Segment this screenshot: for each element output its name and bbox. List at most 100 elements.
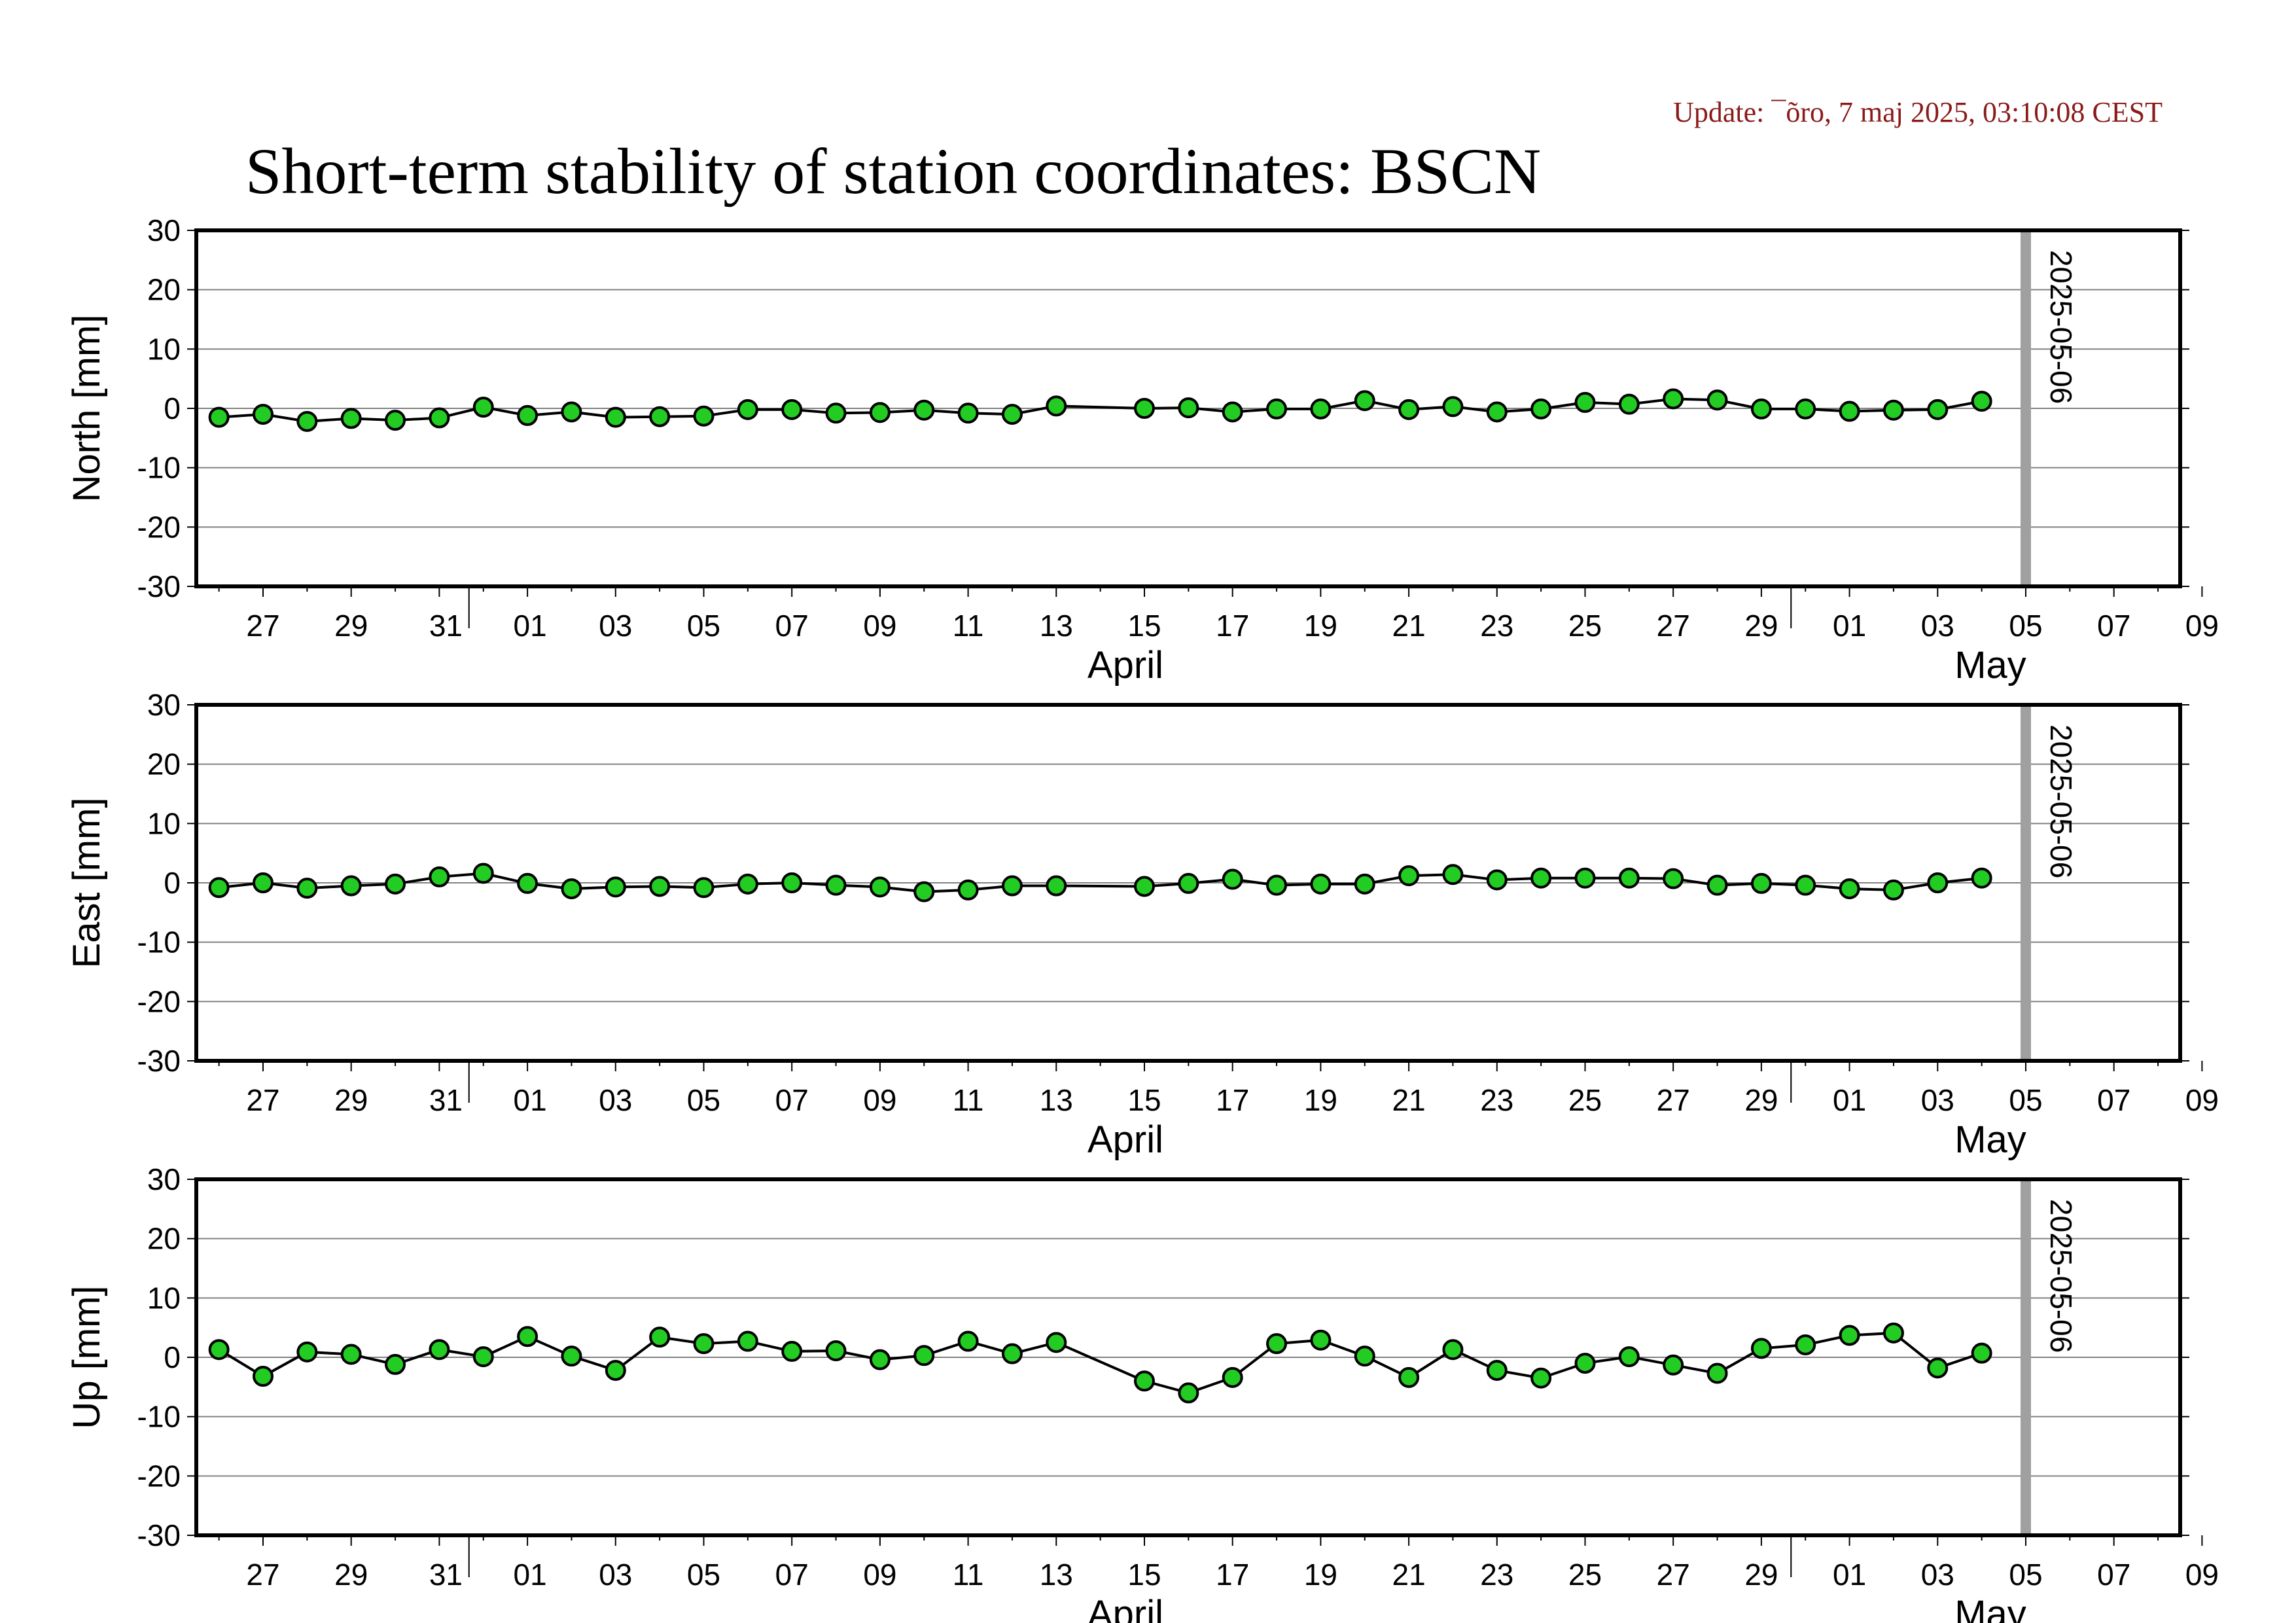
y-tick-label: -30 — [137, 1044, 181, 1078]
data-point — [1663, 1354, 1684, 1376]
data-point — [517, 404, 539, 426]
x-tick-label: 17 — [1216, 1558, 1249, 1592]
data-point — [605, 406, 626, 428]
x-tick-label: 09 — [863, 609, 896, 643]
x-tick-label: 17 — [1216, 1083, 1249, 1117]
update-timestamp: Update: ¯õro, 7 maj 2025, 03:10:08 CEST — [1673, 96, 2163, 128]
data-point — [1574, 867, 1596, 889]
x-tick-label: 29 — [1744, 1083, 1778, 1117]
data-point — [957, 1330, 979, 1352]
x-tick-label: 13 — [1040, 1558, 1073, 1592]
y-tick-label: 0 — [164, 1340, 181, 1374]
y-tick-label: 0 — [164, 866, 181, 900]
x-tick-label: 09 — [863, 1558, 896, 1592]
panel-north: 30 20 10 0 -10 -20 -30 North [mm] 2025-05-06 27 29… — [65, 213, 2219, 687]
x-tick-label: 29 — [334, 1083, 368, 1117]
x-tick-label: 21 — [1392, 609, 1426, 643]
data-point — [1266, 1333, 1288, 1355]
current-date-label: 2025-05-06 — [2044, 724, 2078, 878]
data-point — [253, 1366, 274, 1387]
x-tick-label: 09 — [2185, 1558, 2219, 1592]
data-point — [1222, 401, 1243, 423]
data-point — [913, 1345, 935, 1366]
panel-up: 30 20 10 0 -10 -20 -30 Up [mm] 2025-05-06 27 29 31 0… — [65, 1162, 2219, 1623]
data-point — [1927, 399, 1949, 420]
chart-title: Short-term stability of station coordina… — [245, 135, 1541, 207]
x-tick-label: 19 — [1304, 1083, 1337, 1117]
data-point — [1574, 1353, 1596, 1374]
series-line — [218, 1331, 1983, 1395]
x-tick-label: 23 — [1480, 609, 1513, 643]
x-tick-label: 29 — [1744, 1558, 1778, 1592]
data-point — [825, 402, 847, 424]
data-point — [693, 405, 715, 427]
data-point — [1398, 399, 1420, 420]
data-point — [1398, 1366, 1420, 1388]
x-tick-label: 19 — [1304, 1558, 1337, 1592]
data-point — [472, 863, 494, 884]
y-tick-label: -20 — [137, 510, 181, 544]
y-tick-label: 30 — [147, 213, 181, 247]
y-tick-label: 0 — [164, 391, 181, 425]
x-tick-label: 07 — [775, 1558, 809, 1592]
data-point — [1795, 1334, 1816, 1355]
data-point — [649, 406, 671, 427]
data-point — [1706, 1363, 1728, 1384]
y-tick-label: 20 — [147, 1222, 181, 1256]
month-label-april: April — [1087, 644, 1163, 687]
data-point — [561, 401, 582, 423]
data-point — [1839, 401, 1860, 422]
data-point — [340, 1344, 362, 1365]
data-point — [869, 876, 891, 898]
x-tick-label: 05 — [687, 609, 720, 643]
data-point — [1001, 875, 1023, 897]
x-tick-label: 07 — [2097, 1083, 2130, 1117]
x-tick-label: 25 — [1568, 1558, 1602, 1592]
x-tick-label: 01 — [1833, 609, 1866, 643]
data-point — [1530, 398, 1552, 419]
x-tick-label: 21 — [1392, 1558, 1426, 1592]
data-point — [1971, 1342, 1992, 1364]
data-point — [1706, 874, 1728, 896]
month-label-april: April — [1087, 1118, 1163, 1161]
x-tick-label: 31 — [429, 1558, 463, 1592]
x-tick-label: 05 — [687, 1083, 720, 1117]
y-axis-title: Up [mm] — [65, 1285, 108, 1429]
x-tick-label: 13 — [1040, 609, 1073, 643]
data-point — [1971, 391, 1992, 412]
x-tick-label: 07 — [2097, 609, 2130, 643]
data-point — [385, 1353, 406, 1375]
x-tick-label: 03 — [1921, 1558, 1954, 1592]
y-tick-label: 10 — [147, 806, 181, 840]
x-tick-label: 07 — [775, 609, 809, 643]
x-tick-label: 01 — [514, 1558, 547, 1592]
data-point — [1398, 865, 1420, 887]
y-tick-label: -10 — [137, 1400, 181, 1434]
data-point — [825, 874, 847, 896]
x-tick-label: 21 — [1392, 1083, 1426, 1117]
data-point — [1971, 867, 1992, 889]
plot-frame — [194, 1177, 2182, 1537]
panels: 30 20 10 0 -10 -20 -30 North [mm] 2025-05-06 27 29… — [65, 213, 2219, 1623]
x-tick-label: 01 — [1833, 1083, 1866, 1117]
data-point — [1354, 390, 1375, 412]
data-point — [296, 878, 318, 899]
data-point — [253, 404, 274, 425]
x-tick-label: 07 — [2097, 1558, 2130, 1592]
data-point — [737, 399, 758, 420]
x-tick-label: 29 — [334, 609, 368, 643]
x-tick-label: 31 — [429, 1083, 463, 1117]
y-tick-label: -20 — [137, 984, 181, 1018]
data-point — [429, 866, 450, 887]
data-point — [1222, 868, 1243, 890]
data-point — [1354, 1346, 1375, 1367]
data-point — [737, 1330, 758, 1352]
x-tick-label: 11 — [953, 609, 984, 643]
data-point — [385, 410, 406, 431]
x-tick-label: 29 — [1744, 609, 1778, 643]
data-point — [1310, 398, 1332, 419]
data-point — [1134, 876, 1155, 897]
x-tick-label: 27 — [1657, 609, 1690, 643]
x-tick-label: 25 — [1568, 1083, 1602, 1117]
